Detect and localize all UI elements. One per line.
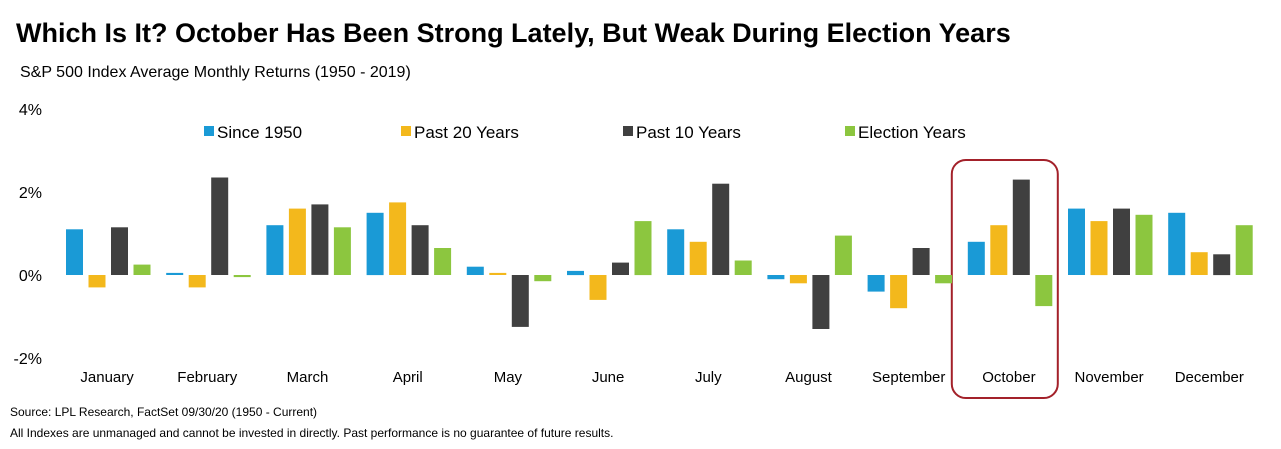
legend-swatch (845, 126, 855, 136)
x-tick-label: December (1175, 369, 1244, 386)
y-tick-label: 0% (19, 268, 42, 285)
bar (734, 260, 752, 275)
bar (133, 264, 151, 275)
source-note: Source: LPL Research, FactSet 09/30/20 (… (10, 405, 318, 419)
bar (634, 221, 652, 276)
bar (789, 275, 807, 284)
x-tick-label: March (287, 369, 329, 386)
bar (1035, 275, 1053, 307)
bar (466, 266, 484, 275)
disclaimer-note: All Indexes are unmanaged and cannot be … (10, 426, 614, 440)
bar (612, 262, 629, 275)
bar (712, 183, 730, 275)
bar (1068, 208, 1085, 275)
legend-label: Past 10 Years (636, 123, 741, 142)
bar (890, 275, 908, 309)
x-tick-label: April (393, 369, 423, 386)
bar (66, 229, 83, 275)
bar (1235, 225, 1253, 275)
bar (288, 208, 306, 275)
bar (990, 225, 1008, 275)
bar (667, 229, 685, 275)
bar (366, 212, 384, 276)
bar (411, 225, 429, 275)
x-tick-label: November (1074, 369, 1143, 386)
bar (834, 235, 852, 275)
bar (534, 275, 552, 282)
y-tick-label: -2% (14, 351, 42, 368)
bar (689, 241, 707, 275)
bar (511, 275, 529, 327)
bar (1213, 254, 1231, 276)
bar (1113, 208, 1130, 275)
x-tick-label: August (785, 369, 833, 386)
bar (166, 272, 184, 275)
bar (867, 275, 885, 292)
x-tick-label: June (592, 369, 625, 386)
bar (935, 275, 953, 284)
chart-title: Which Is It? October Has Been Strong Lat… (16, 18, 1011, 48)
bar (111, 227, 128, 275)
bar (812, 275, 830, 329)
legend-label: Election Years (858, 123, 966, 142)
x-tick-label: July (695, 369, 722, 386)
legend-item: Past 10 Years (623, 123, 741, 142)
bar (389, 202, 407, 275)
legend-item: Election Years (845, 123, 966, 142)
bar (233, 275, 251, 278)
bar (489, 272, 507, 275)
legend-swatch (204, 126, 214, 136)
bar (311, 204, 329, 275)
y-tick-label: 2% (19, 185, 42, 202)
legend-swatch (623, 126, 633, 136)
bar (211, 177, 229, 275)
bar (1135, 214, 1153, 275)
legend-label: Since 1950 (217, 123, 302, 142)
x-tick-label: September (872, 369, 945, 386)
bar (88, 275, 106, 288)
legend-label: Past 20 Years (414, 123, 519, 142)
bar (1190, 252, 1208, 275)
x-tick-label: January (80, 369, 134, 386)
bar (912, 248, 930, 275)
bar (1012, 179, 1030, 275)
bar (589, 275, 607, 300)
legend-item: Past 20 Years (401, 123, 519, 142)
chart-subtitle: S&P 500 Index Average Monthly Returns (1… (20, 64, 411, 81)
bar (434, 248, 452, 275)
bar (188, 275, 206, 288)
x-tick-label: February (177, 369, 238, 386)
bar (333, 227, 351, 275)
bar (967, 241, 985, 275)
legend-item: Since 1950 (204, 123, 302, 142)
bar (1168, 212, 1186, 276)
bar (567, 270, 584, 276)
bar (266, 225, 284, 275)
bar (1090, 221, 1108, 276)
y-tick-label: 4% (19, 102, 42, 119)
bar (767, 275, 785, 280)
x-tick-label: October (982, 369, 1035, 386)
x-tick-label: May (494, 369, 523, 386)
legend-swatch (401, 126, 411, 136)
